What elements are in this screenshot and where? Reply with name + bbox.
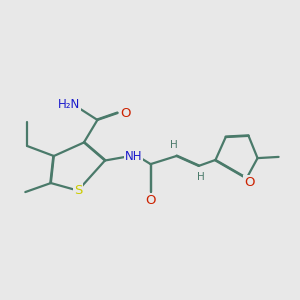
Text: NH: NH <box>125 150 142 164</box>
Text: H: H <box>170 140 178 150</box>
Text: O: O <box>244 176 254 189</box>
Text: H: H <box>197 172 205 182</box>
Text: O: O <box>146 194 156 207</box>
Text: O: O <box>121 106 131 119</box>
Text: S: S <box>74 184 82 197</box>
Text: H₂N: H₂N <box>58 98 80 110</box>
